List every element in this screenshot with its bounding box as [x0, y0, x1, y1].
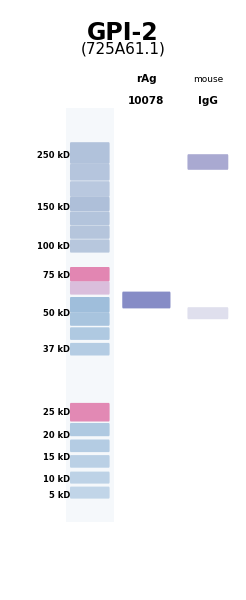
- FancyBboxPatch shape: [70, 343, 110, 355]
- FancyBboxPatch shape: [70, 164, 110, 181]
- Text: 20 kD: 20 kD: [43, 431, 70, 439]
- FancyBboxPatch shape: [70, 439, 110, 452]
- FancyBboxPatch shape: [70, 472, 110, 484]
- Text: 10 kD: 10 kD: [43, 475, 70, 485]
- Text: 25 kD: 25 kD: [43, 408, 70, 416]
- FancyBboxPatch shape: [70, 181, 110, 197]
- FancyBboxPatch shape: [70, 423, 110, 436]
- FancyBboxPatch shape: [70, 297, 110, 313]
- Text: 5 kD: 5 kD: [49, 491, 70, 499]
- FancyBboxPatch shape: [70, 403, 110, 421]
- FancyBboxPatch shape: [70, 142, 110, 164]
- FancyBboxPatch shape: [70, 455, 110, 468]
- Text: 100 kD: 100 kD: [37, 242, 70, 251]
- FancyBboxPatch shape: [70, 281, 110, 295]
- Text: 150 kD: 150 kD: [37, 202, 70, 211]
- FancyBboxPatch shape: [70, 226, 110, 239]
- Text: 10078: 10078: [128, 96, 165, 106]
- Text: 37 kD: 37 kD: [43, 344, 70, 354]
- Text: GPI-2: GPI-2: [87, 21, 159, 45]
- FancyBboxPatch shape: [70, 211, 110, 225]
- FancyBboxPatch shape: [70, 197, 110, 211]
- Text: 15 kD: 15 kD: [43, 452, 70, 462]
- Text: 50 kD: 50 kD: [43, 308, 70, 318]
- FancyBboxPatch shape: [187, 307, 228, 319]
- FancyBboxPatch shape: [70, 239, 110, 253]
- FancyBboxPatch shape: [122, 292, 170, 308]
- Text: 75 kD: 75 kD: [43, 271, 70, 280]
- Text: mouse: mouse: [193, 75, 223, 84]
- FancyBboxPatch shape: [187, 154, 228, 170]
- FancyBboxPatch shape: [70, 328, 110, 340]
- Bar: [66, 108, 114, 522]
- Text: rAg: rAg: [136, 74, 157, 84]
- Text: 250 kD: 250 kD: [37, 151, 70, 160]
- FancyBboxPatch shape: [70, 267, 110, 281]
- Text: (725A61.1): (725A61.1): [80, 42, 166, 57]
- FancyBboxPatch shape: [70, 313, 110, 326]
- FancyBboxPatch shape: [70, 487, 110, 499]
- Text: IgG: IgG: [198, 96, 218, 106]
